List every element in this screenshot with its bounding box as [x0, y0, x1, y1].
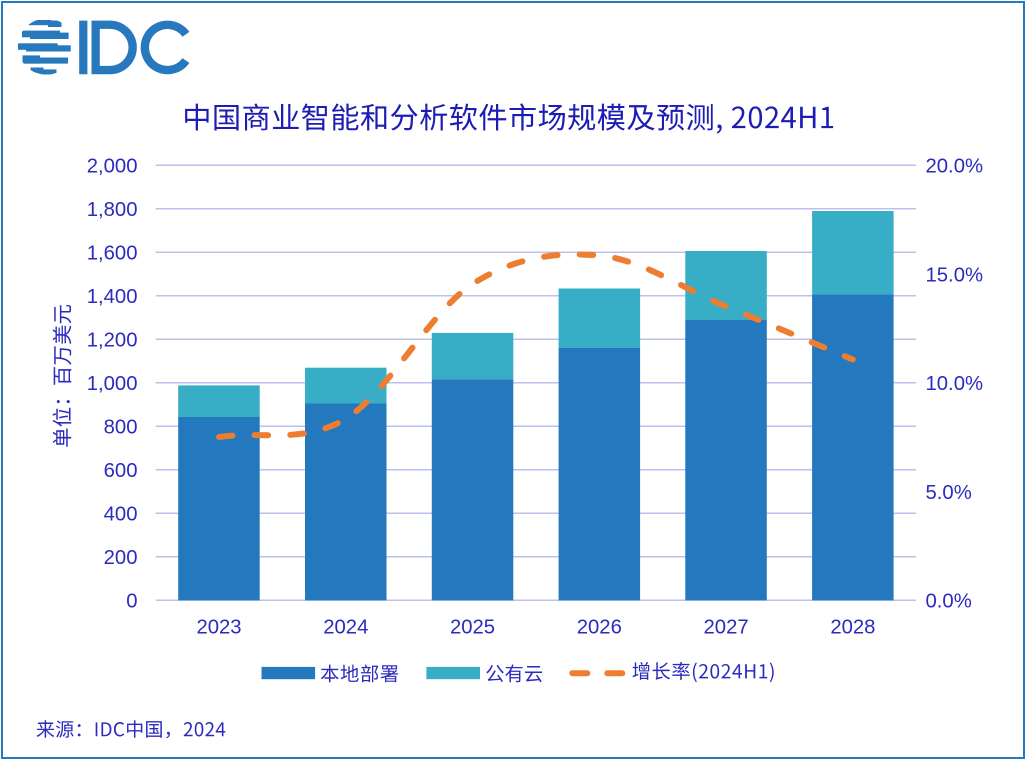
svg-text:600: 600: [104, 460, 138, 482]
svg-text:2027: 2027: [704, 616, 749, 638]
svg-text:2,000: 2,000: [87, 156, 138, 178]
svg-text:2028: 2028: [830, 616, 875, 638]
svg-text:2024: 2024: [323, 616, 368, 638]
svg-text:15.0%: 15.0%: [926, 264, 984, 286]
svg-text:1,000: 1,000: [87, 373, 138, 395]
svg-text:400: 400: [104, 504, 138, 526]
svg-text:1,800: 1,800: [87, 199, 138, 221]
svg-text:1,600: 1,600: [87, 243, 138, 265]
svg-text:800: 800: [104, 417, 138, 439]
svg-text:2025: 2025: [450, 616, 495, 638]
svg-text:2026: 2026: [577, 616, 622, 638]
svg-text:200: 200: [104, 547, 138, 569]
svg-text:0.0%: 0.0%: [926, 591, 972, 613]
svg-text:10.0%: 10.0%: [926, 373, 984, 395]
svg-text:20.0%: 20.0%: [926, 156, 984, 178]
svg-text:2023: 2023: [196, 616, 241, 638]
svg-text:5.0%: 5.0%: [926, 482, 972, 504]
svg-text:1,400: 1,400: [87, 286, 138, 308]
svg-text:1,200: 1,200: [87, 330, 138, 352]
svg-text:0: 0: [126, 591, 137, 613]
